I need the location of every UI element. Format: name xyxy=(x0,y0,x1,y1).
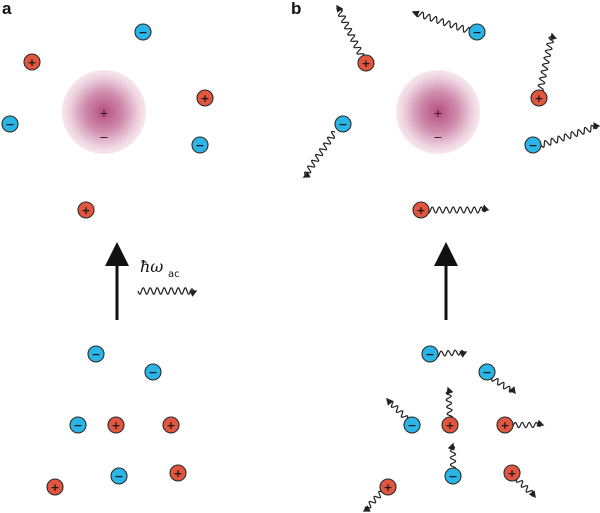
photon-wave-emitted xyxy=(302,130,336,178)
minus-sign: − xyxy=(148,366,157,379)
photon-subscript: ac xyxy=(168,269,180,280)
plus-sign: + xyxy=(416,204,425,217)
plus-sign: + xyxy=(500,419,509,432)
plus-sign: + xyxy=(445,419,454,432)
photon-wave-emitted xyxy=(411,10,471,33)
plus-sign: + xyxy=(534,92,543,105)
cloud-minus-sign-a: − xyxy=(99,131,108,144)
photon-wave-emitted xyxy=(426,204,490,214)
negative-charge: − xyxy=(468,23,486,41)
positive-charge: + xyxy=(169,464,187,482)
bound-state-cloud-b: + − xyxy=(396,70,480,154)
photon-wave-emitted xyxy=(515,478,536,499)
negative-charge: − xyxy=(1,115,19,133)
photon-wave-emitted xyxy=(386,397,409,420)
minus-sign: − xyxy=(91,348,100,361)
minus-sign: − xyxy=(338,118,347,131)
plus-sign: + xyxy=(507,467,516,480)
positive-charge: + xyxy=(530,89,548,107)
photon-wave-emitted xyxy=(435,349,468,358)
cloud-minus-sign-b: − xyxy=(433,131,442,144)
photon-symbol: ħω xyxy=(140,257,163,276)
photon-wave-emitted xyxy=(336,4,365,58)
minus-sign: − xyxy=(114,470,123,483)
negative-charge: − xyxy=(334,115,352,133)
plus-sign: + xyxy=(383,481,392,494)
minus-sign: − xyxy=(407,419,416,432)
bound-state-cloud-a: + − xyxy=(62,70,146,154)
minus-sign: − xyxy=(448,470,457,483)
photon-waves-layer xyxy=(137,4,600,512)
plus-sign: + xyxy=(111,419,120,432)
photon-wave-incident xyxy=(137,287,198,297)
negative-charge: − xyxy=(110,467,128,485)
plus-sign: + xyxy=(173,467,182,480)
positive-charge: + xyxy=(441,416,459,434)
photon-wave-emitted xyxy=(447,442,457,471)
minus-sign: − xyxy=(5,118,14,131)
plus-sign: + xyxy=(50,481,59,494)
photon-wave-emitted xyxy=(362,490,383,512)
positive-charge: + xyxy=(496,416,514,434)
plus-sign: + xyxy=(81,204,90,217)
plus-sign: + xyxy=(166,419,175,432)
photon-wave-emitted xyxy=(537,32,557,92)
positive-charge: + xyxy=(357,54,375,72)
minus-sign: − xyxy=(425,348,434,361)
plus-sign: + xyxy=(27,56,36,69)
negative-charge: − xyxy=(144,363,162,381)
positive-charge: + xyxy=(379,478,397,496)
positive-charge: + xyxy=(162,416,180,434)
negative-charge: − xyxy=(69,416,87,434)
cloud-plus-sign-a: + xyxy=(99,107,108,120)
positive-charge: + xyxy=(503,464,521,482)
plus-sign: + xyxy=(361,57,370,70)
plus-sign: + xyxy=(200,92,209,105)
photon-wave-emitted xyxy=(509,419,545,429)
positive-charge: + xyxy=(77,201,95,219)
minus-sign: − xyxy=(195,139,204,152)
negative-charge: − xyxy=(403,416,421,434)
photon-wave-emitted xyxy=(445,386,454,420)
positive-charge: + xyxy=(46,478,64,496)
photon-wave-emitted xyxy=(540,122,600,148)
negative-charge: − xyxy=(191,136,209,154)
positive-charge: + xyxy=(107,416,125,434)
minus-sign: − xyxy=(472,26,481,39)
positive-charge: + xyxy=(196,89,214,107)
panel-label-a: a xyxy=(2,0,12,18)
negative-charge: − xyxy=(421,345,439,363)
particles-layer: + − − + − + − − − + + − + + + − − + − + − − − + + − + + xyxy=(1,23,548,496)
panel-label-b: b xyxy=(291,0,301,18)
negative-charge: − xyxy=(524,136,542,154)
positive-charge: + xyxy=(412,201,430,219)
negative-charge: − xyxy=(87,345,105,363)
photon-label: ħω ac xyxy=(140,257,180,280)
minus-sign: − xyxy=(528,139,537,152)
positive-charge: + xyxy=(23,53,41,71)
negative-charge: − xyxy=(444,467,462,485)
photon-wave-emitted xyxy=(491,377,516,395)
cloud-plus-sign-b: + xyxy=(433,107,442,120)
minus-sign: − xyxy=(138,26,147,39)
negative-charge: − xyxy=(478,363,496,381)
minus-sign: − xyxy=(482,366,491,379)
negative-charge: − xyxy=(134,23,152,41)
minus-sign: − xyxy=(73,419,82,432)
